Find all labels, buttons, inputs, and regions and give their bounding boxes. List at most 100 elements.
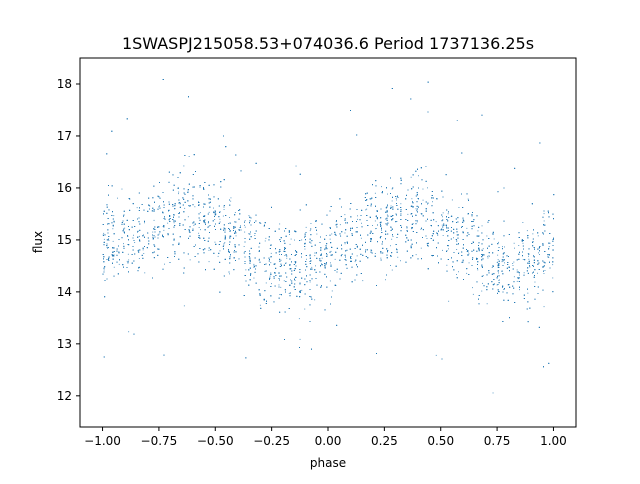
data-point: [260, 223, 262, 224]
data-point: [397, 256, 399, 258]
data-point: [208, 249, 210, 251]
data-point: [491, 267, 493, 268]
data-point: [456, 249, 458, 250]
data-point: [316, 233, 318, 235]
data-point: [380, 226, 381, 227]
data-point: [467, 251, 469, 253]
data-point: [121, 188, 123, 190]
data-point: [113, 247, 115, 249]
data-point: [395, 197, 397, 199]
data-point: [305, 226, 307, 228]
data-point: [224, 242, 226, 244]
data-point: [537, 272, 538, 274]
data-point: [441, 224, 443, 226]
data-point: [298, 318, 300, 320]
data-point: [309, 281, 311, 283]
data-point: [481, 290, 483, 292]
data-point: [418, 198, 419, 200]
data-point: [244, 220, 246, 222]
data-point: [329, 280, 331, 282]
data-point: [138, 249, 140, 251]
data-point: [446, 264, 448, 266]
data-point: [356, 255, 358, 257]
data-point: [173, 222, 175, 224]
data-point: [422, 199, 424, 201]
data-point: [103, 269, 105, 271]
data-point: [396, 199, 397, 201]
data-point: [280, 286, 282, 288]
data-point: [288, 293, 290, 294]
data-point: [126, 260, 128, 262]
data-point: [346, 249, 348, 251]
data-point: [386, 214, 388, 216]
data-point: [103, 238, 105, 240]
data-point: [283, 280, 285, 282]
data-point: [516, 280, 518, 282]
data-point: [400, 260, 401, 262]
data-point: [294, 239, 295, 241]
data-point: [356, 247, 358, 248]
data-point: [512, 263, 514, 264]
data-points: [102, 79, 555, 394]
data-point: [143, 253, 145, 254]
data-point: [314, 299, 316, 301]
data-point: [187, 190, 189, 192]
data-point: [112, 225, 114, 227]
data-point: [128, 259, 130, 261]
data-point: [418, 175, 419, 177]
data-point: [466, 272, 468, 274]
data-point: [330, 250, 332, 252]
data-point: [264, 240, 266, 242]
data-point: [498, 291, 500, 293]
data-point: [467, 198, 469, 200]
data-point: [138, 258, 140, 259]
data-point: [253, 263, 255, 265]
data-point: [153, 219, 155, 221]
data-point: [198, 227, 200, 228]
data-point: [127, 261, 129, 262]
data-point: [315, 265, 316, 267]
data-point: [497, 261, 499, 263]
data-point: [390, 226, 392, 228]
data-point: [472, 287, 473, 289]
data-point: [265, 237, 267, 239]
data-point: [304, 236, 305, 238]
data-point: [106, 246, 108, 248]
data-point: [144, 222, 145, 224]
data-point: [447, 213, 449, 215]
data-point: [487, 257, 489, 259]
data-point: [213, 207, 214, 209]
data-point: [214, 210, 216, 211]
data-point: [508, 266, 509, 268]
data-point: [124, 227, 126, 229]
data-point: [513, 242, 515, 244]
data-point: [280, 259, 282, 261]
data-point: [244, 231, 246, 233]
data-point: [427, 203, 428, 205]
data-point: [501, 270, 503, 272]
data-point: [391, 269, 393, 271]
data-point: [415, 254, 417, 256]
data-point: [253, 277, 255, 279]
data-point: [366, 208, 368, 210]
data-point: [526, 230, 528, 232]
data-point: [158, 233, 160, 235]
data-point: [174, 214, 175, 216]
data-point: [243, 246, 245, 247]
data-point: [330, 262, 331, 264]
data-point: [390, 265, 391, 266]
data-point: [544, 270, 546, 271]
data-point: [324, 249, 326, 251]
data-point: [264, 270, 266, 272]
data-point: [498, 279, 500, 281]
data-point: [435, 221, 437, 223]
data-point: [498, 241, 499, 243]
data-point: [213, 212, 215, 214]
data-point: [518, 245, 520, 246]
data-point: [163, 229, 165, 231]
data-point: [543, 273, 545, 274]
data-point: [134, 242, 136, 243]
data-point: [400, 212, 402, 214]
data-point: [427, 187, 428, 189]
data-point: [502, 260, 504, 262]
